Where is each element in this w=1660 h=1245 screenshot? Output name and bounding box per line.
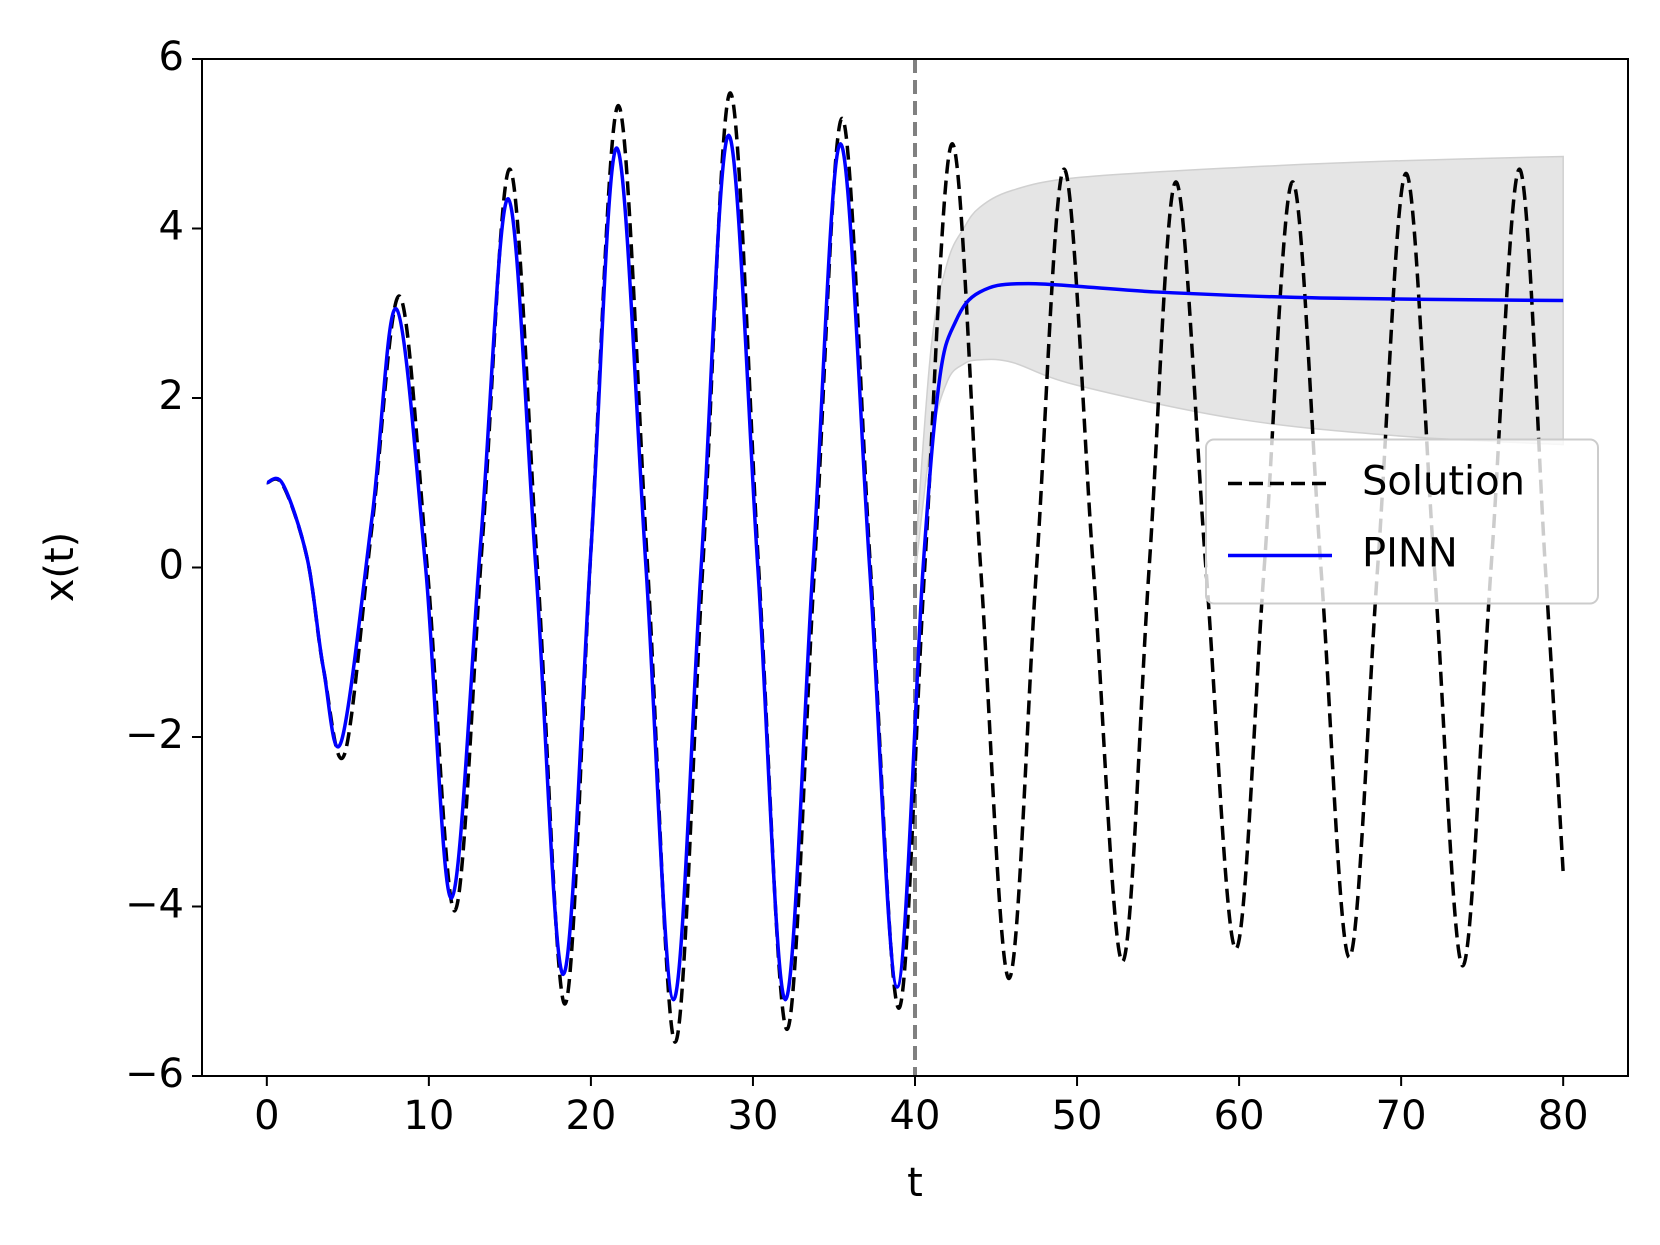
x-tick-label: 20: [565, 1093, 616, 1139]
y-tick-label: 4: [159, 204, 184, 250]
x-tick-label: 60: [1214, 1093, 1265, 1139]
x-tick-label: 50: [1052, 1093, 1103, 1139]
x-tick-label: 0: [254, 1093, 279, 1139]
y-tick-label: 6: [159, 34, 184, 80]
x-tick-label: 30: [728, 1093, 779, 1139]
legend-label: Solution: [1362, 459, 1525, 505]
x-axis-label: t: [907, 1160, 923, 1206]
y-tick-label: 0: [159, 543, 184, 589]
y-tick-label: −4: [125, 882, 184, 928]
y-tick-label: 2: [159, 373, 184, 419]
y-axis-label: x(t): [37, 532, 83, 603]
x-tick-label: 80: [1538, 1093, 1589, 1139]
x-tick-label: 10: [403, 1093, 454, 1139]
legend-box: [1205, 438, 1599, 605]
legend: Solution PINN: [1205, 438, 1599, 605]
series-line: [266, 133, 1564, 1002]
x-tick-label: 70: [1376, 1093, 1427, 1139]
series-line: [266, 91, 1565, 1044]
y-tick-label: −6: [125, 1051, 184, 1097]
x-tick-label: 40: [890, 1093, 941, 1139]
y-tick-label: −2: [125, 712, 184, 758]
legend-label: PINN: [1362, 531, 1458, 577]
